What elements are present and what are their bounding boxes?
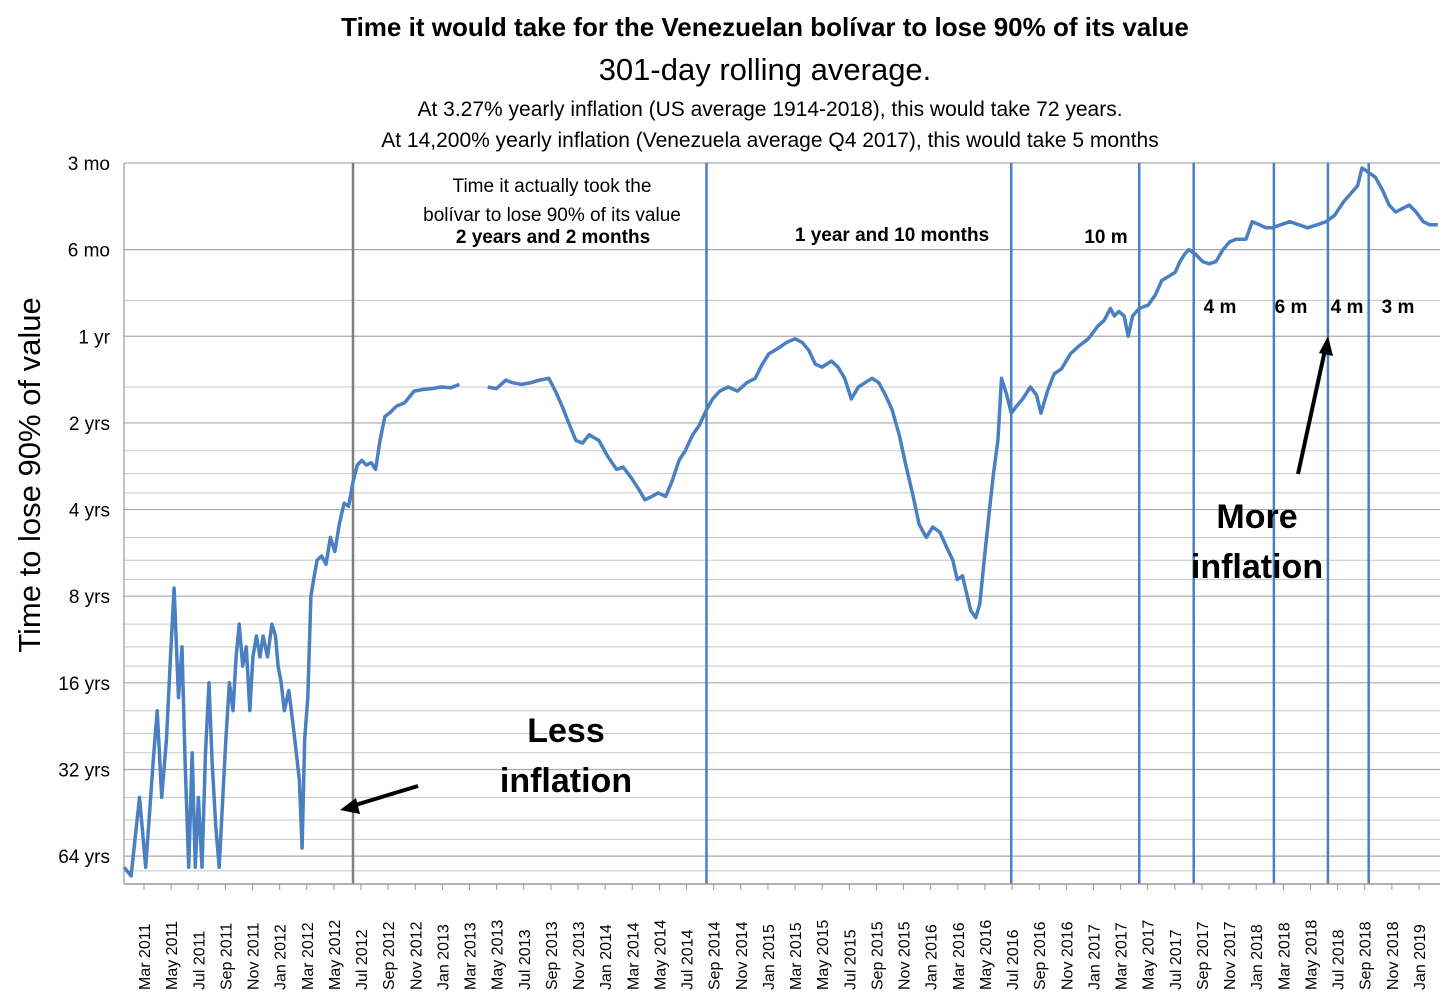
x-tick-label-5: Jan 2012	[273, 924, 290, 990]
chart-note-venezuela: At 14,200% yearly inflation (Venezuela a…	[381, 129, 1159, 152]
chart-subtitle: 301-day rolling average.	[598, 52, 932, 87]
x-tick-label-21: Sep 2014	[707, 921, 724, 990]
x-tick-label-29: Jan 2016	[924, 924, 941, 990]
data-series	[122, 166, 1438, 878]
less-inflation-line-1: Less	[527, 712, 605, 750]
x-tick-label-23: Jan 2015	[761, 924, 778, 990]
x-tick-label-4: Nov 2011	[246, 923, 263, 990]
x-tick-label-39: Sep 2017	[1195, 921, 1212, 990]
y-tick-label-8: 64 yrs	[58, 847, 110, 868]
x-tick-label-19: May 2014	[652, 920, 669, 990]
x-tick-label-45: Sep 2018	[1358, 921, 1375, 990]
x-tick-label-8: Jul 2012	[354, 929, 371, 990]
x-tick-label-38: Jul 2017	[1168, 929, 1185, 990]
period-label-5: 6 m	[1275, 297, 1308, 318]
y-tick-labels: 3 mo 6 mo 1 yr 2 yrs 4 yrs 8 yrs 16 yrs 32 yrs 6…	[58, 154, 110, 868]
y-tick-label-0: 3 mo	[68, 154, 110, 175]
header-line-2: bolívar to lose 90% of its value	[423, 205, 681, 226]
less-inflation-arrow	[351, 784, 419, 808]
y-tick-label-6: 16 yrs	[58, 674, 110, 695]
x-tick-label-14: Jul 2013	[517, 929, 534, 990]
x-tick-label-15: Sep 2013	[544, 921, 561, 990]
less-inflation-arrowhead	[340, 798, 360, 814]
chart-title: Time it would take for the Venezuelan bo…	[341, 12, 1189, 42]
y-tick-label-3: 2 yrs	[69, 414, 110, 435]
x-tick-label-35: Jan 2017	[1086, 924, 1103, 990]
x-tick-label-16: Nov 2013	[571, 921, 588, 990]
x-tick-label-9: Sep 2012	[381, 921, 398, 990]
x-tick-label-17: Jan 2014	[598, 924, 615, 990]
x-tick-label-47: Jan 2019	[1412, 924, 1429, 990]
y-tick-label-7: 32 yrs	[58, 760, 110, 781]
x-tick-label-26: Jul 2015	[842, 929, 859, 990]
series-line-0	[122, 382, 460, 878]
less-inflation-line-2: inflation	[500, 762, 632, 800]
x-tick-label-11: Jan 2013	[435, 924, 452, 990]
x-tick-label-3: Sep 2011	[218, 923, 235, 990]
x-tick-label-20: Jul 2014	[680, 929, 697, 990]
x-tick-label-42: Mar 2018	[1276, 922, 1293, 990]
more-inflation-arrow	[1296, 349, 1327, 475]
x-tick-label-27: Sep 2015	[869, 921, 886, 990]
chart-note-us: At 3.27% yearly inflation (US average 19…	[417, 98, 1123, 121]
period-label-7: 3 m	[1382, 297, 1415, 318]
x-tick-label-13: May 2013	[490, 920, 507, 990]
grid-lines	[124, 162, 1440, 872]
period-boundaries	[351, 163, 1370, 884]
header-line-1: Time it actually took the	[453, 176, 652, 197]
x-tick-label-37: May 2017	[1141, 920, 1158, 990]
x-tick-label-41: Jan 2018	[1249, 924, 1266, 990]
x-tick-label-2: Jul 2011	[191, 931, 208, 990]
x-tick-label-24: Mar 2015	[788, 922, 805, 990]
period-label-6: 4 m	[1331, 297, 1364, 318]
x-tick-label-44: Jul 2018	[1331, 929, 1348, 990]
axes	[123, 163, 1440, 890]
annotations: Time it actually took the bolívar to los…	[340, 176, 1414, 814]
more-inflation-arrowhead	[1319, 336, 1333, 356]
period-label-4: 4 m	[1204, 297, 1237, 318]
x-tick-label-32: Jul 2016	[1005, 929, 1022, 990]
y-tick-label-5: 8 yrs	[69, 587, 110, 608]
y-tick-label-1: 6 mo	[68, 241, 110, 262]
x-tick-label-10: Nov 2012	[408, 921, 425, 990]
x-tick-labels: Mar 2011 May 2011 Jul 2011 Sep 2011 Nov 2011…	[137, 920, 1429, 990]
x-tick-label-36: Mar 2017	[1114, 922, 1131, 990]
period-label-1: 2 years and 2 months	[456, 227, 650, 248]
x-tick-label-12: Mar 2013	[463, 922, 480, 990]
y-tick-label-4: 4 yrs	[69, 501, 110, 522]
x-tick-label-25: May 2015	[815, 920, 832, 990]
x-tick-label-31: May 2016	[978, 920, 995, 990]
x-tick-label-40: Nov 2017	[1222, 921, 1239, 990]
x-tick-label-43: May 2018	[1303, 920, 1320, 990]
x-tick-label-0: Mar 2011	[137, 923, 154, 990]
x-tick-label-6: Mar 2012	[300, 922, 317, 990]
more-inflation-line-1: More	[1216, 498, 1297, 536]
x-tick-label-34: Nov 2016	[1059, 921, 1076, 990]
period-label-3: 10 m	[1084, 227, 1127, 248]
x-tick-label-1: May 2011	[164, 921, 181, 990]
more-inflation-line-2: inflation	[1191, 548, 1323, 586]
x-tick-label-28: Nov 2015	[897, 921, 914, 990]
x-tick-label-7: May 2012	[327, 920, 344, 990]
x-tick-label-18: Mar 2014	[625, 922, 642, 990]
x-tick-label-22: Nov 2014	[734, 921, 751, 990]
period-label-2: 1 year and 10 months	[795, 225, 989, 246]
x-tick-label-46: Nov 2018	[1385, 921, 1402, 990]
series-line-1	[487, 166, 1438, 620]
x-tick-label-33: Sep 2016	[1032, 921, 1049, 990]
y-tick-label-2: 1 yr	[78, 327, 110, 348]
x-tick-label-30: Mar 2016	[951, 922, 968, 990]
